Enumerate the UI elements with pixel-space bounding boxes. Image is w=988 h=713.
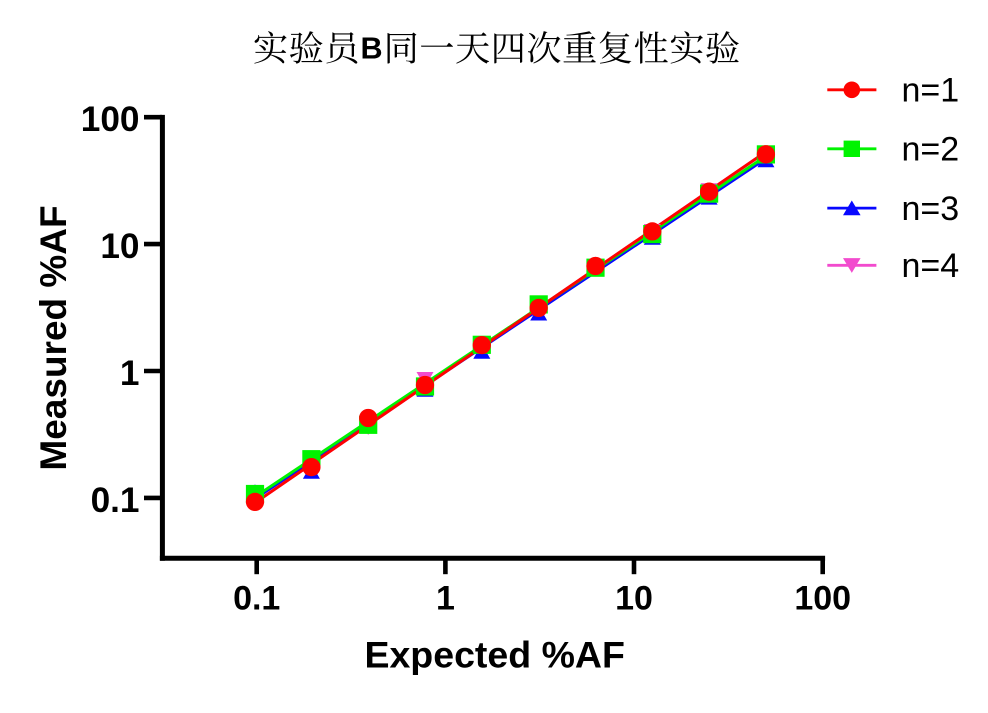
svg-text:10: 10 — [615, 579, 653, 617]
svg-text:n=4: n=4 — [902, 247, 960, 285]
svg-text:B: B — [360, 32, 382, 66]
svg-text:0.1: 0.1 — [91, 481, 140, 520]
svg-text:10: 10 — [100, 227, 139, 266]
svg-text:n=3: n=3 — [902, 190, 960, 228]
svg-text:1: 1 — [120, 354, 140, 393]
svg-text:100: 100 — [794, 579, 851, 617]
svg-text:n=2: n=2 — [902, 131, 960, 169]
svg-text:0.1: 0.1 — [233, 579, 280, 617]
svg-text:100: 100 — [81, 100, 140, 139]
svg-text:n=1: n=1 — [902, 72, 960, 110]
svg-text:Expected %AF: Expected %AF — [364, 633, 625, 675]
svg-text:Measured %AF: Measured %AF — [33, 205, 74, 470]
svg-text:1: 1 — [436, 579, 455, 617]
